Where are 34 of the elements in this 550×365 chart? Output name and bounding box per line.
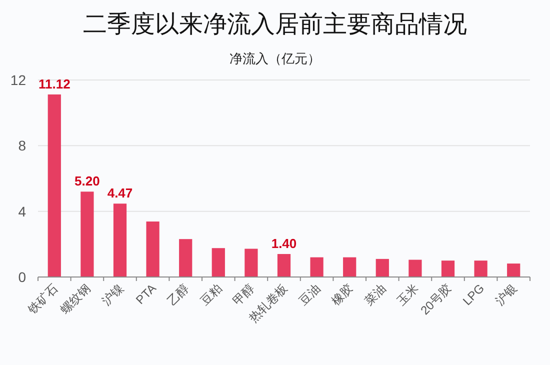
- bar: [408, 260, 422, 277]
- x-tick-label: 甲醇: [230, 281, 258, 308]
- y-tick-label: 8: [18, 138, 26, 154]
- y-tick-label: 4: [18, 203, 26, 220]
- bar: [113, 204, 127, 277]
- bar: [441, 260, 455, 277]
- x-tick-label: 沪银: [492, 281, 520, 308]
- x-tick-label: PTA: [133, 281, 159, 307]
- x-tick-label: 沪镍: [99, 281, 126, 308]
- x-tick-label: 乙醇: [164, 281, 192, 308]
- bar: [179, 239, 192, 277]
- bar: [277, 254, 291, 277]
- x-tick-label: 豆油: [296, 281, 323, 308]
- bar: [48, 94, 61, 277]
- bar: [80, 192, 94, 277]
- y-tick-label: 0: [18, 269, 26, 285]
- x-tick-label: 菜油: [362, 281, 389, 308]
- y-tick-label: 12: [10, 72, 26, 88]
- bar: [507, 264, 520, 277]
- data-label: 4.47: [107, 186, 133, 201]
- bar: [376, 258, 389, 277]
- bar: [343, 257, 356, 277]
- data-label: 11.12: [38, 76, 70, 92]
- data-label: 5.20: [74, 174, 100, 189]
- bar: [146, 222, 160, 277]
- x-tick-label: 橡胶: [328, 281, 356, 308]
- bar: [212, 248, 225, 277]
- chart-title: 二季度以来净流入居前主要商品情况: [83, 11, 467, 38]
- bar: [244, 248, 258, 277]
- chart-subtitle: 净流入（亿元）: [230, 51, 320, 66]
- x-tick-label: 豆粕: [198, 281, 225, 308]
- bar: [310, 257, 324, 277]
- data-label: 1.40: [271, 236, 297, 252]
- bar: [474, 260, 488, 277]
